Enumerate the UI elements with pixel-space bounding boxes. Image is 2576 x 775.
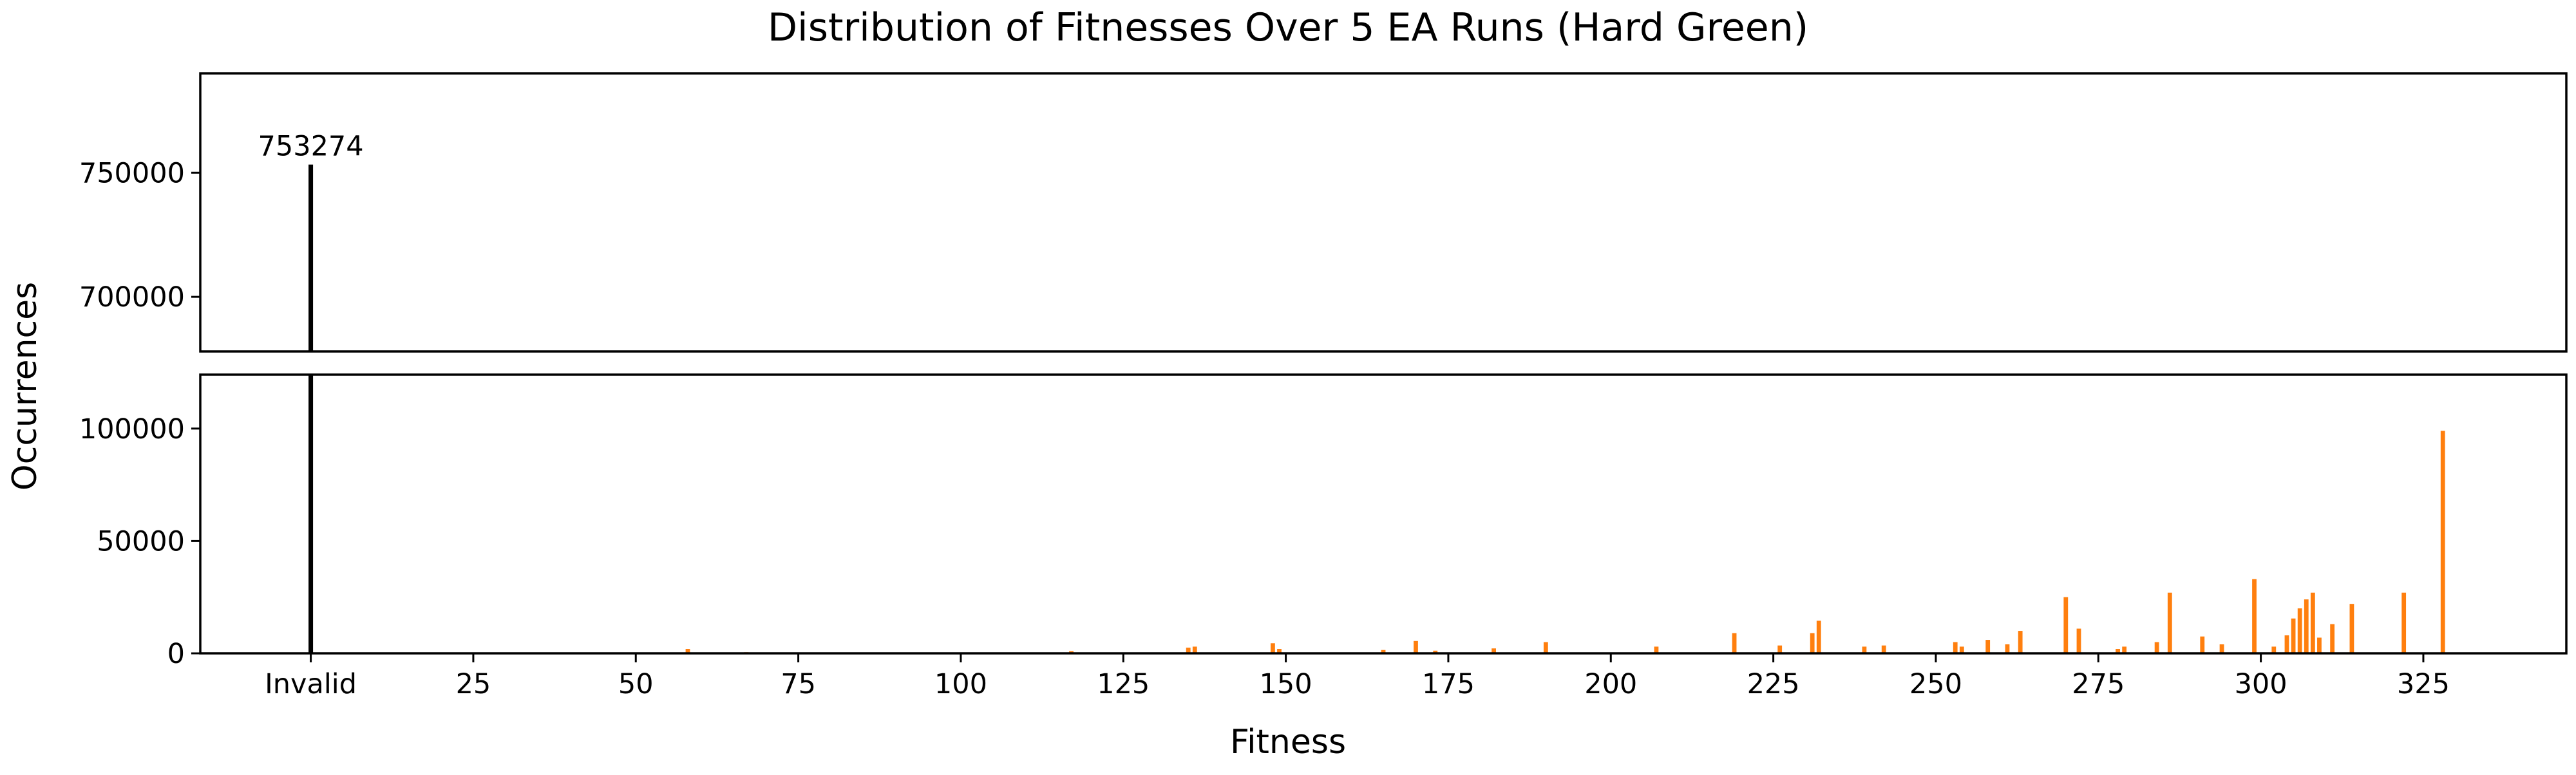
x-tick-label: 125 bbox=[1097, 668, 1150, 700]
fitness-bar bbox=[2252, 579, 2257, 653]
top-panel-frame bbox=[199, 72, 2568, 353]
bottom-panel-frame bbox=[199, 373, 2568, 655]
fitness-bar bbox=[1810, 633, 1815, 653]
fitness-bar bbox=[2401, 592, 2407, 653]
fitness-bar bbox=[1277, 649, 1282, 653]
invalid-bar-bottom bbox=[308, 375, 314, 653]
fitness-bar bbox=[2297, 608, 2302, 653]
x-tick-label: 225 bbox=[1747, 668, 1800, 700]
bottom-y-tick-label: 50000 bbox=[97, 525, 185, 557]
fitness-bar bbox=[1192, 646, 1197, 653]
y-axis-label: Occurrences bbox=[6, 282, 44, 490]
fitness-bar bbox=[2271, 646, 2277, 653]
fitness-bar bbox=[1414, 640, 1418, 653]
top-y-tick-label: 750000 bbox=[79, 157, 185, 189]
fitness-bar bbox=[1381, 649, 1386, 653]
fitness-bar bbox=[2200, 636, 2205, 653]
fitness-bar bbox=[2440, 431, 2445, 653]
x-tick-label: 200 bbox=[1584, 668, 1637, 700]
x-tick-label: 300 bbox=[2235, 668, 2287, 700]
fitness-bar bbox=[1433, 650, 1438, 653]
top-y-tick-label: 700000 bbox=[79, 281, 185, 313]
fitness-bar bbox=[1186, 648, 1191, 653]
fitness-bar bbox=[685, 649, 690, 653]
fitness-bar bbox=[1816, 621, 1821, 653]
x-tick-label: 325 bbox=[2397, 668, 2450, 700]
top-panel-bars bbox=[308, 164, 314, 351]
fitness-bar bbox=[1953, 642, 1958, 653]
x-tick-label: 25 bbox=[456, 668, 491, 700]
bottom-panel-bars bbox=[308, 375, 2445, 653]
fitness-bar bbox=[2310, 592, 2315, 653]
fitness-bar bbox=[1862, 646, 1867, 653]
invalid-bar-value-label: 753274 bbox=[258, 131, 364, 163]
fitness-bar bbox=[1654, 646, 1659, 653]
fitness-bar bbox=[2317, 637, 2322, 653]
x-tick-label: 75 bbox=[781, 668, 816, 700]
fitness-bar bbox=[2304, 599, 2309, 653]
fitness-bar bbox=[2349, 604, 2354, 653]
fitness-bar bbox=[1271, 643, 1275, 653]
fitness-bar bbox=[2330, 624, 2335, 653]
fitness-bar bbox=[2291, 618, 2296, 653]
fitness-bar bbox=[2018, 631, 2023, 653]
x-tick-label: 50 bbox=[618, 668, 654, 700]
fitness-bar bbox=[1777, 645, 1783, 653]
invalid-bar-top bbox=[308, 164, 314, 351]
fitness-bar bbox=[2219, 644, 2224, 653]
fitness-bar bbox=[1492, 648, 1496, 653]
bottom-panel: 0 50000 100000 Invalid 25 50 75 100 125 150 175 200… bbox=[79, 373, 2568, 700]
fitness-bar bbox=[2122, 646, 2127, 653]
fitness-bar bbox=[1985, 640, 1991, 653]
fitness-bar bbox=[2063, 597, 2069, 653]
fitness-bar bbox=[1732, 633, 1737, 653]
bottom-y-tick-label: 0 bbox=[167, 638, 185, 670]
fitness-bar bbox=[2284, 635, 2289, 653]
fitness-bar bbox=[1881, 645, 1886, 653]
fitness-bar bbox=[2005, 644, 2010, 653]
x-axis-label: Fitness bbox=[1230, 723, 1346, 761]
x-tick-label: Invalid bbox=[265, 668, 357, 700]
x-tick-label: 100 bbox=[934, 668, 987, 700]
chart-title: Distribution of Fitnesses Over 5 EA Runs… bbox=[768, 5, 1808, 50]
fitness-bar bbox=[1959, 646, 1964, 653]
top-panel: 753274 700000 750000 bbox=[79, 72, 2568, 353]
fitness-bar bbox=[2076, 628, 2081, 653]
fitness-bar bbox=[2154, 642, 2159, 653]
x-tick-label: 175 bbox=[1422, 668, 1475, 700]
x-tick-label: 275 bbox=[2072, 668, 2125, 700]
fitness-bar bbox=[2116, 649, 2120, 653]
fitness-bar bbox=[1543, 642, 1548, 653]
fitness-bar bbox=[2167, 592, 2172, 653]
x-tick-label: 250 bbox=[1909, 668, 1962, 700]
bottom-y-tick-label: 100000 bbox=[79, 413, 185, 445]
x-tick-label: 150 bbox=[1260, 668, 1312, 700]
